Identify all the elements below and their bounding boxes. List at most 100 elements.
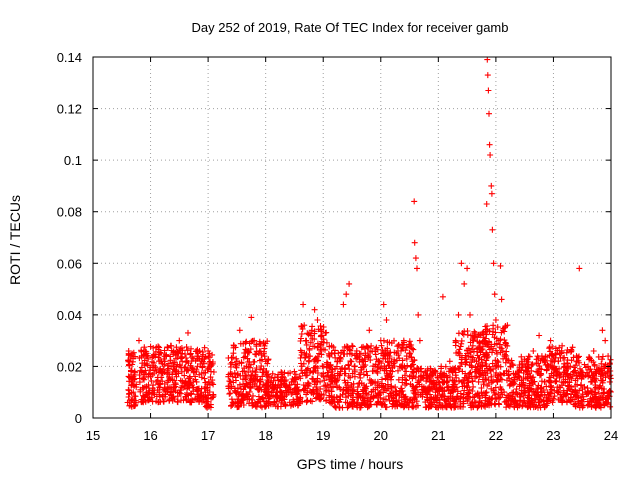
data-point xyxy=(274,374,281,380)
data-point xyxy=(298,335,304,342)
data-point xyxy=(326,384,332,391)
data-point xyxy=(354,384,361,391)
data-point xyxy=(585,363,591,370)
data-point xyxy=(155,354,162,361)
data-point xyxy=(305,353,312,360)
data-point xyxy=(125,394,132,400)
data-point xyxy=(471,393,478,400)
data-point xyxy=(362,395,368,402)
data-point xyxy=(130,389,137,396)
data-point xyxy=(584,402,591,409)
data-point xyxy=(392,384,399,391)
data-point xyxy=(489,360,496,367)
data-point xyxy=(209,394,216,401)
data-point xyxy=(477,371,484,378)
data-point xyxy=(203,398,210,405)
data-point xyxy=(533,403,540,410)
data-point xyxy=(242,339,249,346)
data-point xyxy=(156,351,163,358)
data-point xyxy=(501,398,508,405)
data-point xyxy=(328,394,335,401)
data-point xyxy=(297,394,304,401)
data-point xyxy=(244,391,250,398)
y-tick-label: 0.06 xyxy=(57,256,82,271)
data-point xyxy=(126,373,133,380)
data-point xyxy=(360,358,367,365)
data-point xyxy=(227,378,234,385)
data-point xyxy=(233,358,240,365)
data-point xyxy=(196,348,203,354)
data-point xyxy=(475,344,482,351)
data-point xyxy=(470,348,477,355)
data-point xyxy=(424,386,431,393)
data-point xyxy=(395,376,402,383)
data-point xyxy=(146,367,153,374)
data-point xyxy=(582,389,589,396)
data-point xyxy=(404,401,411,408)
data-point xyxy=(183,344,190,350)
data-point xyxy=(447,401,454,408)
data-point xyxy=(279,373,286,380)
data-point xyxy=(148,377,155,384)
data-point xyxy=(484,323,490,329)
data-point xyxy=(301,355,308,361)
data-point xyxy=(297,375,304,382)
data-point xyxy=(320,363,327,370)
data-point xyxy=(497,394,504,401)
data-point xyxy=(520,376,527,382)
data-point xyxy=(491,291,498,298)
data-point xyxy=(153,393,160,400)
data-point xyxy=(513,386,520,392)
data-point xyxy=(128,368,134,375)
data-point xyxy=(407,363,414,370)
data-point xyxy=(425,404,432,411)
data-point xyxy=(128,367,135,374)
data-point xyxy=(320,370,327,377)
data-point xyxy=(463,375,469,381)
data-point xyxy=(161,381,168,387)
data-point xyxy=(575,400,582,407)
data-point xyxy=(343,291,350,298)
data-point xyxy=(293,391,300,398)
data-point xyxy=(554,347,561,354)
data-point xyxy=(556,365,563,372)
data-point xyxy=(205,348,212,354)
data-point xyxy=(483,201,490,207)
data-point xyxy=(240,402,247,408)
data-point xyxy=(573,392,580,399)
data-point xyxy=(444,374,451,381)
data-point xyxy=(406,373,413,380)
data-point xyxy=(300,301,307,308)
data-point xyxy=(563,349,570,356)
data-point xyxy=(455,403,461,410)
data-point xyxy=(312,355,319,362)
data-point xyxy=(384,385,391,392)
data-point xyxy=(232,374,239,381)
data-point xyxy=(538,366,545,373)
data-point xyxy=(341,351,348,358)
data-point xyxy=(182,384,189,391)
data-point xyxy=(307,339,314,346)
data-point xyxy=(540,356,547,363)
data-point xyxy=(590,348,597,354)
data-point xyxy=(467,332,474,339)
data-point xyxy=(455,311,462,318)
data-point xyxy=(402,365,408,371)
data-point xyxy=(248,314,255,321)
data-point xyxy=(477,395,483,402)
data-point xyxy=(334,394,340,401)
data-point xyxy=(150,345,157,351)
data-point xyxy=(206,381,213,388)
data-point xyxy=(343,386,350,393)
data-point xyxy=(606,360,613,367)
data-point xyxy=(449,387,456,394)
data-point xyxy=(291,375,298,382)
grid-lines xyxy=(93,57,611,418)
data-point xyxy=(350,400,356,407)
data-point xyxy=(184,389,190,396)
data-point xyxy=(516,381,523,388)
data-point xyxy=(490,260,497,267)
data-point xyxy=(560,379,567,386)
data-point xyxy=(574,381,581,388)
data-point xyxy=(486,110,492,117)
